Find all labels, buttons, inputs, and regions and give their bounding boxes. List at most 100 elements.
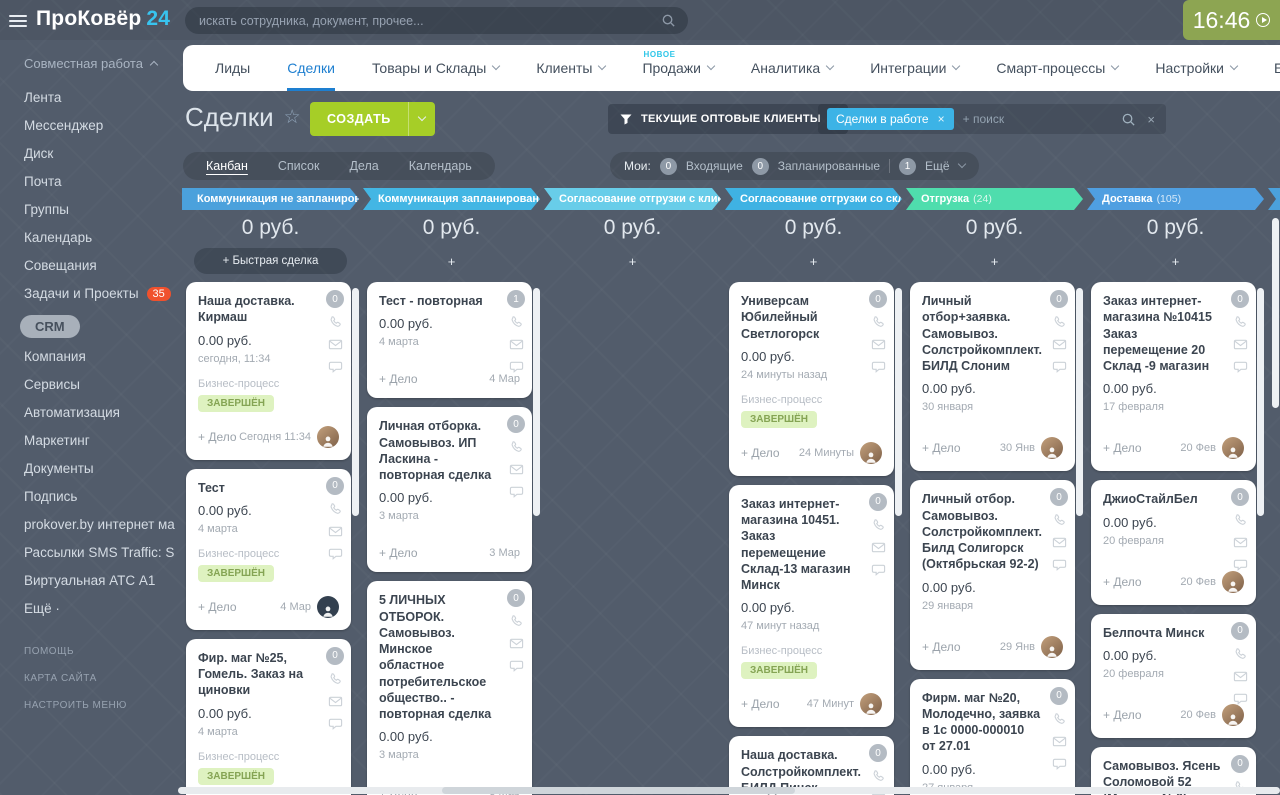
- create-deal-button[interactable]: СОЗДАТЬ: [310, 102, 435, 136]
- deal-card[interactable]: Фирм. маг №20, Молодечно, заявка в 1с 00…: [910, 678, 1075, 795]
- chat-icon[interactable]: [1233, 359, 1248, 374]
- deal-card[interactable]: Заказ интернет-магазина 10451. Заказ пер…: [729, 484, 894, 728]
- sidebar-item[interactable]: Виртуальная АТС А1: [24, 572, 156, 588]
- sidebar-footer-link[interactable]: ПОМОЩЬ: [24, 646, 75, 657]
- favorite-star-icon[interactable]: ☆: [283, 107, 301, 128]
- view-tab[interactable]: Канбан: [206, 159, 248, 173]
- notification-badge[interactable]: 0: [1231, 754, 1249, 773]
- mail-icon[interactable]: [1233, 337, 1248, 352]
- quick-add-button[interactable]: + Быстрая сделка: [194, 248, 347, 274]
- phone-icon[interactable]: [509, 315, 524, 330]
- add-activity-link[interactable]: + Дело: [198, 599, 237, 614]
- sidebar-item[interactable]: Почта: [24, 173, 62, 189]
- horizontal-scrollbar-thumb[interactable]: [442, 787, 796, 794]
- sidebar-item[interactable]: Компания: [24, 348, 86, 364]
- notification-badge[interactable]: 0: [869, 492, 887, 511]
- counter-label[interactable]: Запланированные: [777, 159, 880, 173]
- add-activity-link[interactable]: + Дело: [1103, 574, 1142, 589]
- nav-tab-item[interactable]: Настройки: [1155, 45, 1239, 91]
- sidebar-footer-link[interactable]: КАРТА САЙТА: [24, 673, 97, 684]
- notification-badge[interactable]: 0: [869, 744, 887, 763]
- notification-badge[interactable]: 0: [507, 415, 525, 434]
- vertical-scrollbar[interactable]: [1272, 218, 1279, 408]
- quick-add-button[interactable]: +: [628, 253, 637, 269]
- column-header[interactable]: Отгрузка (24): [906, 188, 1083, 210]
- column-scrollbar[interactable]: [533, 288, 540, 516]
- notification-badge[interactable]: 0: [869, 290, 887, 308]
- avatar[interactable]: [1041, 437, 1063, 460]
- column-header[interactable]: Согласование отгрузки со скл...(96): [725, 188, 902, 210]
- notification-badge[interactable]: 0: [1231, 621, 1249, 640]
- deal-card[interactable]: Белпочта Минск 0.00 руб. 20 февраля + Дело 2…: [1091, 613, 1256, 738]
- search-icon[interactable]: [661, 13, 676, 28]
- sidebar-item[interactable]: prokover.by интернет маг...: [24, 516, 175, 532]
- deal-card[interactable]: Заказ интернет-магазина №10415 Заказ пер…: [1091, 282, 1256, 472]
- chat-icon[interactable]: [509, 484, 524, 499]
- mail-icon[interactable]: [509, 636, 524, 651]
- notification-badge[interactable]: 0: [1231, 290, 1249, 308]
- deal-card[interactable]: Личный отбор+заявка. Самовывоз. Солстрой…: [910, 282, 1075, 472]
- phone-icon[interactable]: [1052, 513, 1067, 528]
- nav-tab-item[interactable]: Смарт-процессы: [996, 45, 1120, 91]
- column-scrollbar[interactable]: [1076, 288, 1083, 516]
- avatar[interactable]: [1041, 635, 1063, 658]
- add-activity-link[interactable]: + Дело: [741, 445, 780, 460]
- nav-tab-item[interactable]: НОВОЕ Продажи: [642, 45, 716, 91]
- view-tab[interactable]: Список: [277, 159, 320, 173]
- chat-icon[interactable]: [328, 716, 343, 731]
- column-scrollbar[interactable]: [352, 288, 359, 516]
- search-icon[interactable]: [1121, 112, 1136, 127]
- sidebar-item[interactable]: Рассылки SMS Traffic: SM...: [24, 544, 175, 560]
- column-scrollbar[interactable]: [1257, 288, 1264, 516]
- deal-card[interactable]: Наша доставка. Солстройкомплект. БИЛД Пи…: [729, 736, 894, 795]
- sidebar-item[interactable]: Маркетинг: [24, 432, 90, 448]
- column-header[interactable]: Согласование отгрузки с клием...(0): [544, 188, 721, 210]
- sidebar-item[interactable]: Автоматизация: [24, 404, 120, 420]
- sidebar-item[interactable]: Календарь: [24, 229, 93, 245]
- notification-badge[interactable]: 0: [1050, 488, 1068, 507]
- add-activity-link[interactable]: + Дело: [198, 429, 237, 444]
- hamburger-menu-icon[interactable]: [9, 12, 27, 30]
- add-activity-link[interactable]: + Дело: [922, 441, 961, 456]
- phone-icon[interactable]: [871, 518, 886, 533]
- mail-icon[interactable]: [509, 337, 524, 352]
- app-logo[interactable]: ПроКовёр 24: [36, 7, 171, 30]
- avatar[interactable]: [860, 693, 882, 716]
- notification-badge[interactable]: 0: [1231, 488, 1249, 507]
- mail-icon[interactable]: [328, 524, 343, 539]
- time-tracker[interactable]: 16:46: [1183, 0, 1280, 40]
- clear-search-icon[interactable]: ×: [1147, 111, 1155, 127]
- global-search-input[interactable]: [199, 13, 661, 28]
- notification-badge[interactable]: 0: [507, 589, 525, 608]
- sidebar-item-crm[interactable]: CRM: [20, 315, 80, 338]
- add-activity-link[interactable]: + Дело: [379, 546, 418, 561]
- sidebar-item[interactable]: Диск: [24, 145, 54, 161]
- chevron-down-icon[interactable]: [957, 159, 966, 169]
- mail-icon[interactable]: [509, 462, 524, 477]
- sidebar-item[interactable]: Лента: [24, 89, 62, 105]
- mail-icon[interactable]: [328, 337, 343, 352]
- sidebar-item[interactable]: Мессенджер: [24, 117, 104, 133]
- phone-icon[interactable]: [1052, 712, 1067, 727]
- mail-icon[interactable]: [1052, 337, 1067, 352]
- filter-chip[interactable]: Сделки в работе ×: [827, 108, 954, 130]
- sidebar-item-tasks[interactable]: Задачи и Проекты 35: [0, 279, 175, 307]
- avatar[interactable]: [860, 441, 882, 464]
- mail-icon[interactable]: [1052, 535, 1067, 550]
- avatar[interactable]: [317, 595, 339, 618]
- chat-icon[interactable]: [509, 658, 524, 673]
- chat-icon[interactable]: [1052, 359, 1067, 374]
- notification-badge[interactable]: 0: [1050, 290, 1068, 308]
- add-activity-link[interactable]: + Дело: [741, 697, 780, 712]
- deal-card[interactable]: Фир. маг №25, Гомель. Заказ на циновки 0.…: [186, 638, 351, 795]
- chat-icon[interactable]: [509, 359, 524, 374]
- quick-add-button[interactable]: +: [809, 253, 818, 269]
- sidebar-section-collab[interactable]: Совместная работа: [0, 52, 175, 83]
- mail-icon[interactable]: [1233, 669, 1248, 684]
- nav-tab-item[interactable]: Товары и Склады: [372, 45, 501, 91]
- add-activity-link[interactable]: + Дело: [1103, 441, 1142, 456]
- phone-icon[interactable]: [328, 672, 343, 687]
- phone-icon[interactable]: [1233, 513, 1248, 528]
- notification-badge[interactable]: 0: [1050, 686, 1068, 705]
- nav-tab-active[interactable]: Сделки: [287, 45, 335, 91]
